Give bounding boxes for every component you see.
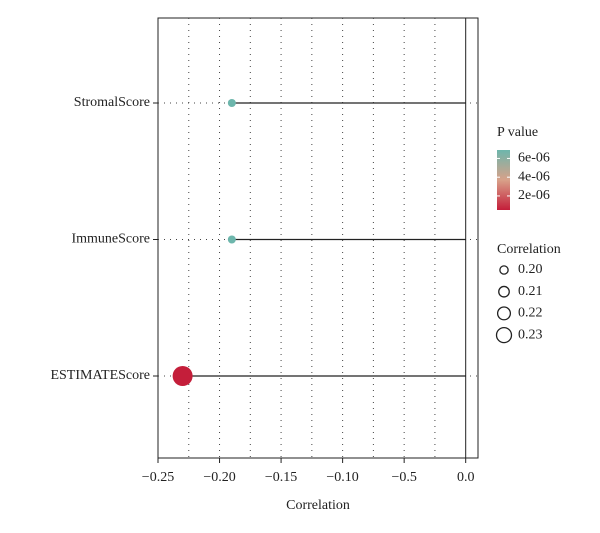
size-label: 0.22: [518, 306, 543, 321]
point: [227, 99, 236, 107]
size-key: [498, 285, 510, 298]
x-tick-label: −0.15: [265, 470, 297, 485]
color-legend-title: P value: [497, 125, 538, 140]
point: [227, 235, 236, 244]
x-tick-label: 0.0: [457, 470, 475, 485]
size-key: [499, 265, 509, 275]
y-tick-label: ImmuneScore: [71, 232, 150, 247]
size-legend-title: Correlation: [497, 242, 561, 257]
size-label: 0.20: [518, 262, 543, 277]
x-tick-label: −0.5: [391, 470, 416, 485]
size-label: 0.21: [518, 284, 543, 299]
plot-frame: [157, 17, 479, 459]
x-axis-title: Correlation: [286, 498, 350, 513]
colorbar: [497, 150, 510, 210]
colorbar-label: 2e-06: [518, 188, 550, 203]
colorbar-label: 4e-06: [518, 169, 550, 184]
size-key: [496, 306, 512, 321]
x-tick-label: −0.10: [326, 470, 358, 485]
colorbar-label: 6e-06: [518, 151, 550, 166]
size-key: [495, 326, 513, 344]
y-tick-label: StromalScore: [74, 95, 150, 110]
size-label: 0.23: [518, 327, 543, 342]
point: [172, 366, 193, 386]
x-tick-label: −0.20: [203, 470, 235, 485]
x-tick-label: −0.25: [142, 470, 174, 485]
y-tick-label: ESTIMATEScore: [50, 368, 150, 383]
